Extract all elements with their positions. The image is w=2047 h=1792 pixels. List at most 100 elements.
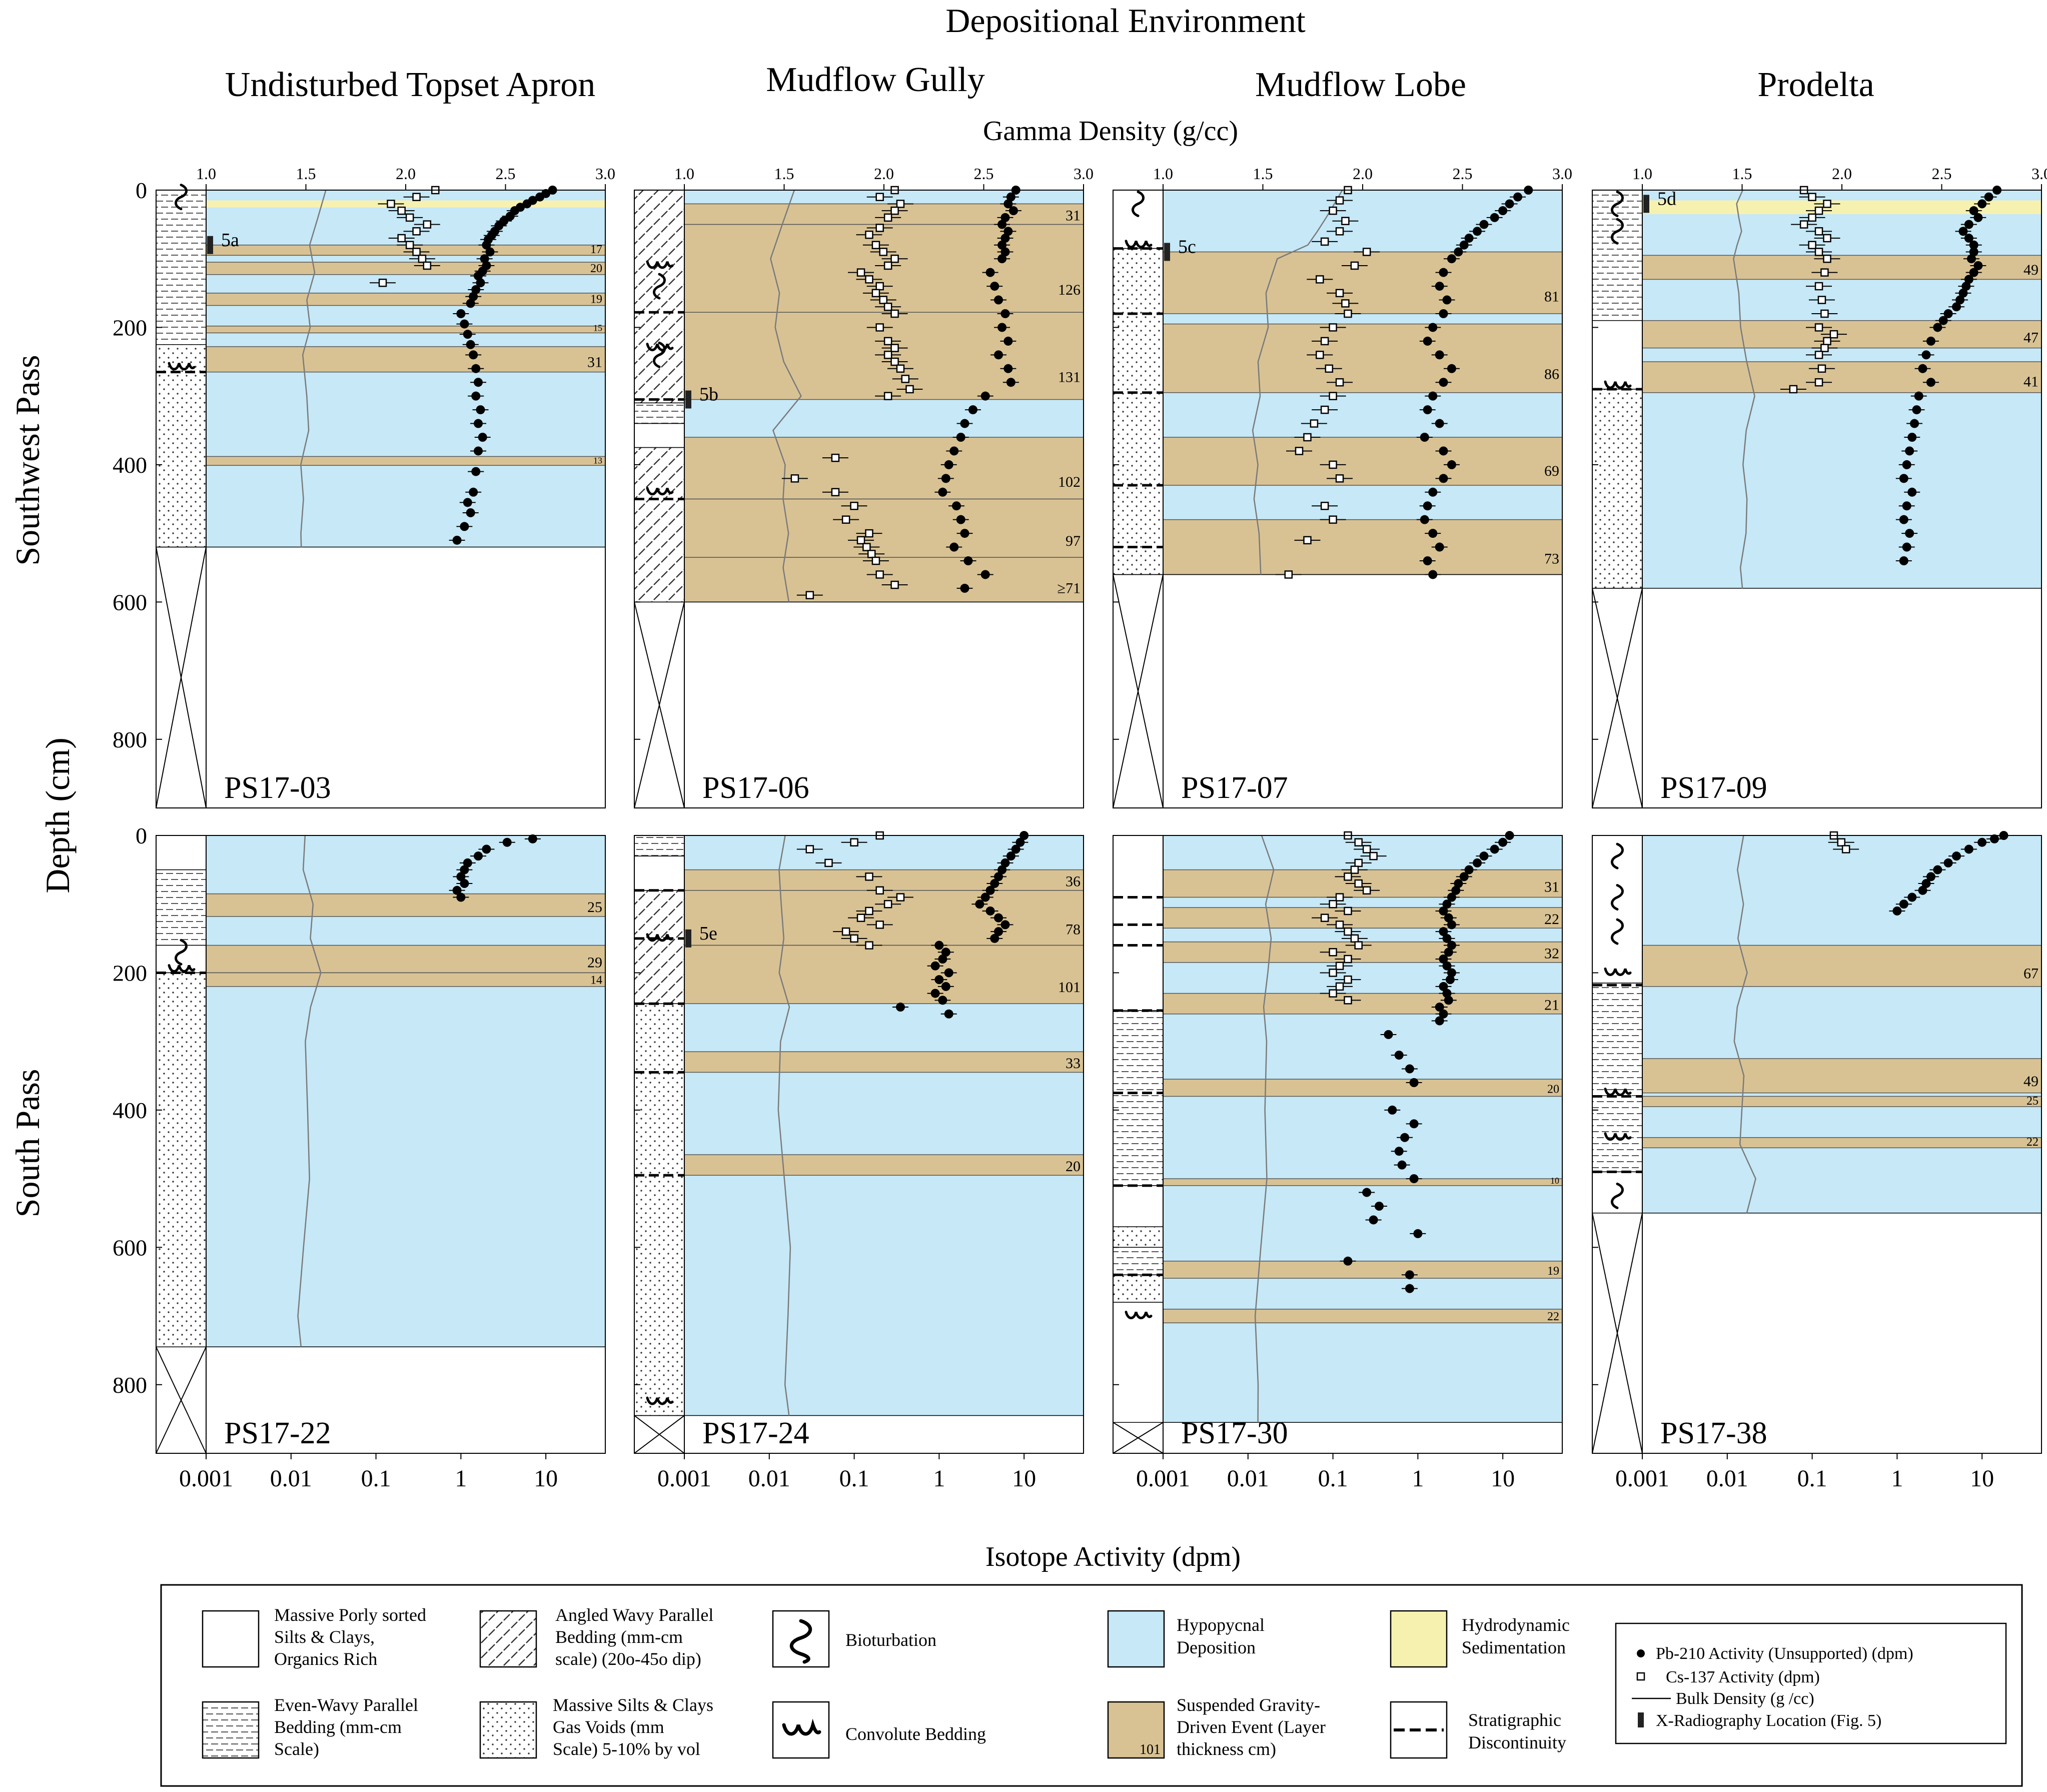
panel-frame xyxy=(1592,190,2042,808)
pb210-point xyxy=(941,982,950,991)
convolute-bedding-icon xyxy=(646,260,674,269)
pb210-point xyxy=(1435,1003,1444,1012)
gravity-event-layer xyxy=(206,346,606,373)
no-recovery-cross xyxy=(1592,588,1643,808)
lithology-massive xyxy=(156,344,207,548)
cs137-point xyxy=(805,845,814,853)
gravity-thickness-label: 22 xyxy=(1544,911,1559,928)
convolute-bedding-icon xyxy=(168,362,196,371)
gravity-thickness-label: 20 xyxy=(1066,1158,1081,1175)
convolute-bedding-icon xyxy=(646,933,674,942)
pb210-symbol-icon xyxy=(1637,1649,1645,1657)
gravity-event-layer xyxy=(684,945,1084,1004)
cs137-point xyxy=(790,474,799,483)
pb210-point xyxy=(1969,240,1978,250)
pb210-point xyxy=(938,487,947,497)
cs137-point xyxy=(871,241,880,250)
cs137-point xyxy=(850,501,858,510)
density-tick-label: 2.5 xyxy=(1453,165,1473,183)
pb210-point xyxy=(980,391,990,401)
bioturbation-icon xyxy=(789,1619,812,1664)
gravity-thickness-label: 73 xyxy=(1544,550,1559,567)
pb210-point xyxy=(1435,282,1444,291)
pb210-point xyxy=(1892,906,1902,916)
cs137-point xyxy=(1823,337,1831,346)
pb210-point xyxy=(463,858,472,867)
pb210-point xyxy=(1952,302,1961,312)
cs137-point xyxy=(890,206,899,215)
pb210-point xyxy=(1423,405,1432,415)
pb210-point xyxy=(1439,446,1448,456)
pb210-point xyxy=(997,865,1007,874)
isotope-tick-label: 10 xyxy=(1970,1465,1994,1492)
cs137-point xyxy=(875,282,884,291)
pb210-point xyxy=(1958,288,1968,298)
cs137-point xyxy=(1350,865,1359,874)
isotope-tick-label: 10 xyxy=(534,1465,558,1492)
no-recovery-cross xyxy=(156,547,207,808)
pb210-point xyxy=(1439,906,1448,916)
hypopycnal-layer xyxy=(1163,314,1562,324)
cs137-point xyxy=(875,921,884,929)
cs137-point xyxy=(1350,934,1359,943)
cs137-point xyxy=(856,268,865,277)
pb210-point xyxy=(1969,268,1978,277)
pb210-point xyxy=(1447,968,1456,978)
pb210-point xyxy=(1405,1064,1414,1074)
pb210-point xyxy=(1899,900,1908,909)
cs137-point xyxy=(405,241,414,250)
lithology-even xyxy=(634,402,685,424)
pb210-point xyxy=(1490,213,1499,222)
hypopycnal-layer xyxy=(1163,1185,1562,1261)
hypopycnal-layer xyxy=(1642,1093,2041,1097)
pb210-point xyxy=(1400,1133,1410,1142)
hypopycnal-layer xyxy=(1163,962,1562,994)
density-tick-label: 3.0 xyxy=(595,165,615,183)
gravity-thickness-label: 86 xyxy=(1544,366,1559,382)
pb210-point xyxy=(960,583,969,593)
density-tick-label: 1.5 xyxy=(1253,165,1273,183)
pb210-point xyxy=(1969,247,1978,257)
bioturbation-icon xyxy=(175,184,188,211)
pb210-point xyxy=(1003,199,1013,209)
cs137-point xyxy=(1369,851,1378,860)
pb210-point xyxy=(1498,837,1508,847)
gravity-event-layer xyxy=(206,972,606,987)
core-panel-PS17-09: 49 47 41 5d 1.0 1.5 2.0 2.5 3.0 PS17-09 xyxy=(1592,165,2047,808)
gravity-event-layer xyxy=(1163,907,1563,929)
row-label-southwest-pass: Southwest Pass xyxy=(9,355,47,565)
pb210-point xyxy=(1428,391,1438,401)
pb210-point xyxy=(1902,542,1911,552)
cs137-point xyxy=(1335,893,1344,902)
pb210-point xyxy=(997,254,1007,264)
pb210-point xyxy=(1479,220,1489,229)
pb210-point xyxy=(1907,892,1917,902)
density-tick-label: 1.0 xyxy=(674,165,694,183)
cs137-symbol-icon xyxy=(1636,1672,1645,1681)
column-label-topset: Undisturbed Topset Apron xyxy=(225,66,595,104)
bioturbation-icon xyxy=(1611,884,1624,911)
legend-label-angled-wavy-1: Angled Wavy Parallel xyxy=(555,1605,713,1625)
pb210-point xyxy=(1447,460,1456,469)
cs137-point xyxy=(1823,200,1831,208)
cs137-point xyxy=(831,488,840,497)
pb210-point xyxy=(1899,474,1908,483)
lithology-massive-white xyxy=(1113,1185,1164,1227)
legend-label-massive-gas-3: Scale) 5-10% by vol xyxy=(553,1739,700,1759)
gravity-thickness-label: 13 xyxy=(593,455,602,465)
cs137-point xyxy=(1320,501,1329,510)
cs137-point xyxy=(1814,351,1823,359)
pb210-point xyxy=(1442,934,1452,943)
cs137-point xyxy=(1354,858,1363,867)
cs137-point xyxy=(1344,872,1352,881)
bulk-density-curve xyxy=(297,835,322,1347)
cs137-point xyxy=(862,543,871,551)
pb210-point xyxy=(952,501,961,511)
pb210-point xyxy=(949,542,959,552)
cs137-point xyxy=(1329,948,1337,957)
hypopycnal-layer xyxy=(1163,392,1562,437)
pb210-point xyxy=(482,240,491,250)
pb210-point xyxy=(990,282,999,291)
cs137-point xyxy=(1303,433,1312,442)
